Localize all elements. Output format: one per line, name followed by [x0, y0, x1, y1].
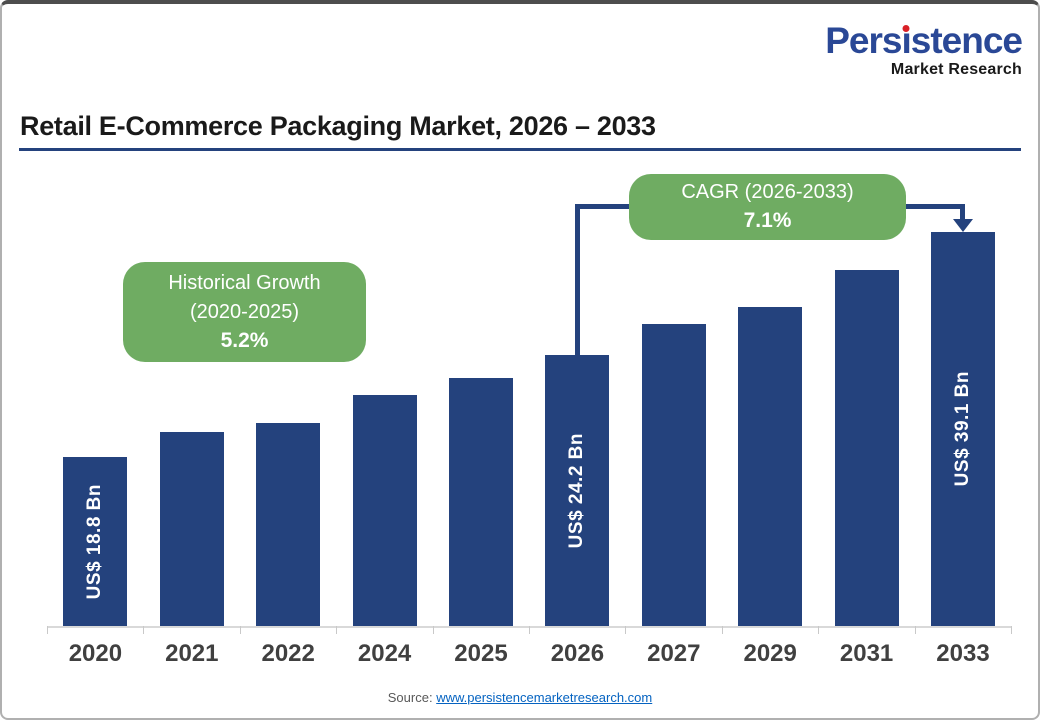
x-axis-label-2025: 2025 [454, 640, 508, 667]
page-title: Retail E-Commerce Packaging Market, 2026… [20, 111, 656, 141]
bar-2025 [449, 378, 513, 626]
axis-tick [143, 626, 145, 634]
cagr-label: CAGR (2026-2033) [681, 181, 854, 204]
bar-2031 [834, 270, 899, 626]
x-axis-label-2033: 2033 [936, 640, 990, 667]
source-prefix: Source: [387, 690, 433, 705]
bar-value-label-2026: US$ 24.2 Bn [566, 432, 588, 549]
x-axis-label-2024: 2024 [357, 640, 412, 667]
x-axis-label-2027: 2027 [647, 640, 701, 667]
bar-2029 [738, 307, 803, 626]
axis-tick [1011, 626, 1012, 634]
source-line: Source: www.persistencemarketresearch.co… [2, 690, 1038, 705]
historical-growth-label: Historical Growth [168, 271, 321, 294]
logo-brand-post: stence [910, 20, 1023, 61]
logo-brand-i-red-dot: ı [901, 20, 911, 61]
axis-tick [721, 626, 723, 634]
x-axis-label-2029: 2029 [743, 640, 797, 667]
bar-2020: US$ 18.8 Bn [63, 457, 128, 626]
bar-value-label-2033: US$ 39.1 Bn [952, 371, 973, 487]
bar-2027 [641, 324, 706, 626]
cagr-callout: CAGR (2026-2033) 7.1% [629, 174, 906, 240]
axis-tick [239, 626, 241, 634]
axis-tick [625, 626, 627, 634]
cagr-value: 7.1% [743, 209, 792, 233]
logo-brand-pre: Pers [825, 20, 902, 61]
historical-growth-value: 5.2% [220, 328, 269, 352]
logo: Persıstence Market Research [825, 20, 1023, 78]
bar-2024 [352, 395, 417, 626]
axis-tick [914, 626, 916, 634]
axis-tick [336, 626, 338, 634]
connector-horizontal-right [897, 204, 965, 209]
bar-value-label-2020: US$ 18.8 Bn [84, 483, 106, 600]
axis-tick [432, 626, 434, 634]
title-underline [19, 148, 1021, 151]
logo-tagline: Market Research [890, 61, 1022, 78]
x-axis-label-2026: 2026 [550, 640, 605, 667]
bar-2033: US$ 39.1 Bn [931, 232, 995, 626]
source-link[interactable]: www.persistencemarketresearch.com [436, 690, 653, 705]
x-axis-label-2031: 2031 [839, 640, 894, 667]
historical-growth-period: (2020-2025) [190, 300, 299, 323]
axis-tick [818, 626, 820, 634]
x-axis-label-2021: 2021 [165, 640, 219, 667]
logo-brand-text: Persıstence [825, 20, 1023, 61]
connector-vertical-to-2033-bar [960, 207, 965, 221]
axis-tick [529, 626, 530, 634]
x-axis-label-2022: 2022 [261, 640, 315, 667]
historical-growth-callout: Historical Growth (2020-2025) 5.2% [123, 262, 366, 362]
axis-tick [47, 626, 48, 634]
arrow-down-icon [953, 219, 973, 232]
bar-2022 [256, 423, 321, 626]
bar-2021 [159, 432, 224, 626]
connector-vertical-from-2026-bar [575, 204, 580, 355]
connector-horizontal-left [575, 204, 645, 209]
x-axis-label-2020: 2020 [68, 640, 123, 667]
bar-2026: US$ 24.2 Bn [545, 355, 610, 626]
